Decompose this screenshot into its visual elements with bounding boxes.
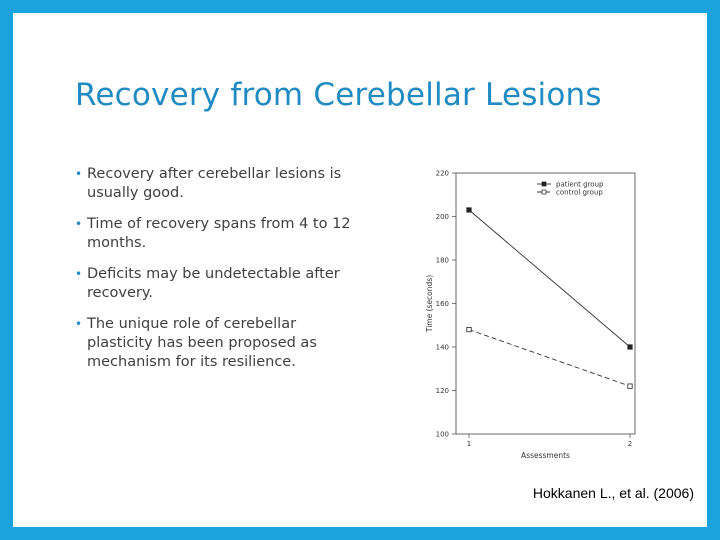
y-tick-label: 180 bbox=[436, 257, 449, 265]
y-tick-label: 160 bbox=[436, 300, 449, 308]
y-tick-label: 100 bbox=[436, 431, 449, 439]
y-tick-label: 120 bbox=[436, 387, 449, 395]
y-axis-label: Time (seconds) bbox=[425, 275, 434, 333]
legend-marker bbox=[541, 181, 547, 187]
plot-frame bbox=[455, 172, 636, 435]
bullet-item: The unique role of cerebellar plasticity… bbox=[75, 315, 365, 372]
legend-label: patient group bbox=[556, 181, 604, 189]
y-tick-label: 200 bbox=[436, 213, 449, 221]
chart-container: 100 120 140 160 180 200 220 1 2 Assessments Time (… bbox=[413, 161, 643, 461]
data-point bbox=[627, 344, 633, 350]
y-tick-label: 140 bbox=[436, 344, 449, 352]
slide-content: Recovery from Cerebellar Lesions Recover… bbox=[13, 13, 707, 527]
data-point bbox=[466, 207, 472, 213]
slide-title: Recovery from Cerebellar Lesions bbox=[75, 77, 602, 113]
data-point bbox=[466, 326, 472, 333]
series-line-1 bbox=[468, 209, 631, 348]
citation: Hokkanen L., et al. (2006) bbox=[532, 485, 694, 501]
x-tick-label: 2 bbox=[628, 440, 632, 448]
y-tick-label: 220 bbox=[436, 170, 449, 178]
legend-marker bbox=[541, 189, 547, 195]
bullet-item: Recovery after cerebellar lesions is usu… bbox=[75, 165, 365, 203]
legend-label: control group bbox=[556, 189, 603, 197]
data-point bbox=[627, 383, 633, 389]
x-tick-label: 1 bbox=[467, 440, 471, 448]
bullet-item: Time of recovery spans from 4 to 12 mont… bbox=[75, 215, 365, 253]
recovery-time-chart: 100 120 140 160 180 200 220 1 2 Assessments Time (… bbox=[425, 170, 636, 460]
series-line-2 bbox=[468, 329, 631, 387]
x-axis-label: Assessments bbox=[521, 451, 570, 460]
bullet-item: Deficits may be undetectable after recov… bbox=[75, 265, 365, 303]
bullet-list: Recovery after cerebellar lesions is usu… bbox=[75, 165, 365, 384]
